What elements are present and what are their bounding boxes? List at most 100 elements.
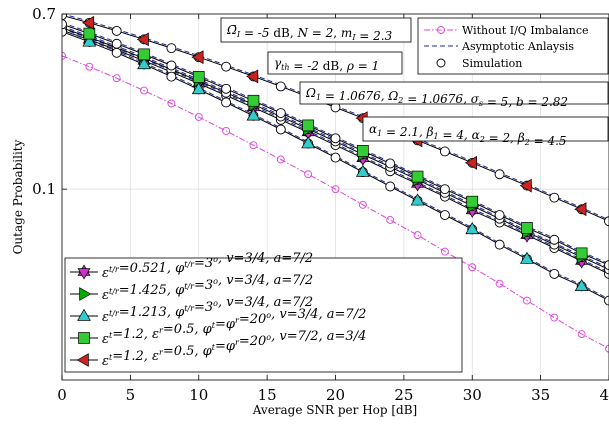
data-point	[78, 332, 90, 344]
triangle-up-marker	[355, 164, 370, 177]
asymptotic-line	[62, 29, 609, 300]
x-tick-label: 5	[126, 386, 136, 404]
simulation-marker	[604, 216, 609, 227]
superscript: r	[235, 316, 240, 325]
math-text: εt/r=1.213, φt/r=3o, v=3/4, a=7/2	[102, 295, 313, 325]
math-text: =3	[194, 300, 213, 315]
subscript: 1	[377, 129, 382, 138]
data-point	[77, 308, 91, 321]
data-point	[249, 141, 258, 150]
annotation-frame	[362, 116, 609, 142]
subscript: 1	[434, 132, 439, 141]
x-tick-label: 30	[463, 386, 482, 404]
circle-marker	[85, 62, 94, 71]
data-point	[83, 27, 96, 40]
square-marker	[78, 332, 90, 344]
circle-marker	[495, 279, 504, 288]
triangle-left-marker	[76, 353, 89, 367]
circle-marker	[358, 200, 367, 209]
math-text: = 2.3	[355, 29, 392, 43]
simulation-marker	[549, 234, 560, 245]
data-point	[112, 74, 121, 83]
circle-marker	[577, 330, 586, 338]
simulation-marker	[275, 81, 286, 92]
series-line	[62, 55, 609, 350]
simulation-marker	[111, 25, 122, 36]
legend-main-frame	[64, 257, 463, 373]
x-tick-label: 35	[531, 386, 550, 404]
math-text: εt/r=0.521, φt/r=3o, v=3/4, a=7/2	[102, 251, 313, 281]
superscript: t/r	[109, 287, 120, 296]
triangle-left-marker	[136, 32, 149, 47]
math-text: ε	[102, 288, 109, 303]
data-point	[358, 200, 367, 209]
legend-entry-simulation: Simulation	[436, 57, 522, 70]
simulation-marker	[494, 210, 505, 220]
data-point	[410, 193, 425, 206]
legend-top-right: Without I/Q Imbalance Asymptotic Anlaysis…	[417, 17, 609, 75]
math-text: Ω̄I = -5 dB, N = 2, mI = 2.3	[226, 23, 393, 43]
math-text: =0.521, φ	[119, 261, 185, 276]
data-point	[247, 94, 260, 107]
simulation-marker	[439, 210, 450, 220]
circle-marker	[112, 74, 121, 83]
math-text: =3	[194, 278, 213, 293]
legend-entry: εt/r=1.425, φt/r=3o, v=3/4, a=7/2	[70, 273, 313, 303]
triangle-up-marker	[246, 108, 261, 121]
triangle-up-marker	[82, 34, 97, 47]
simulation-marker	[330, 152, 341, 163]
math-text: εt=1.2, εr=0.5, φt=φr=20o, v=7/2, a=3/4	[102, 329, 366, 369]
data-point	[194, 113, 203, 121]
circle-marker	[437, 26, 445, 34]
superscript: t/r	[109, 309, 120, 318]
simulation-marker	[166, 60, 177, 71]
math-text: = 4, α	[439, 128, 480, 142]
math-text: = -5	[240, 26, 269, 40]
math-text: εt=1.2, εr=0.5, φt=φr=20o, v=3/4, a=7/2	[102, 307, 366, 347]
circle-marker	[140, 86, 149, 95]
math-text: =0.5, φ	[163, 344, 213, 359]
data-point	[167, 99, 176, 108]
subscript: I	[236, 30, 241, 39]
superscript: t/r	[184, 282, 195, 291]
data-point	[495, 279, 504, 288]
data-point	[357, 145, 369, 157]
superscript: o	[266, 333, 271, 342]
math-text: =20	[239, 312, 266, 327]
data-point	[77, 264, 91, 280]
math-text: ε	[102, 332, 109, 347]
data-point	[246, 108, 261, 121]
data-point	[82, 15, 95, 30]
data-point	[85, 62, 94, 71]
annotation-box: γth = -2 dB, ρ = 1	[267, 51, 403, 75]
x-tick-label: 15	[258, 386, 277, 404]
math-text: Ω1 = 1.0676, Ω2 = 1.0676, σs = 5, b = 2.…	[305, 86, 568, 109]
superscript: o	[213, 299, 218, 308]
triangle-up-marker	[520, 251, 534, 264]
y-tick-label: 0.7	[32, 5, 56, 23]
data-point	[82, 34, 97, 47]
simulation-marker	[330, 133, 341, 144]
triangle-up-marker	[191, 82, 206, 95]
math-text: ρ = 1	[346, 59, 379, 73]
data-point	[466, 195, 479, 208]
simulation-marker	[275, 124, 286, 135]
legend-entry-asymptotic: Asymptotic Anlaysis	[424, 40, 574, 53]
x-tick-label: 25	[394, 386, 413, 404]
annotation-frame	[299, 81, 609, 105]
circle-marker	[276, 155, 285, 164]
subscript: th	[281, 63, 289, 72]
circle-marker	[62, 51, 66, 60]
data-point	[355, 164, 370, 177]
data-point	[413, 231, 422, 240]
math-text: α1 = 2.1, β1 = 4, α2 = 2, β2 = 4.5	[369, 122, 567, 148]
x-tick-label: 10	[189, 386, 208, 404]
legend-label: Asymptotic Anlaysis	[461, 40, 574, 53]
math-text: = 1.0676, σ	[403, 92, 479, 106]
simulation-marker	[221, 97, 232, 108]
y-axis-label: Outage Probability	[11, 139, 25, 254]
math-text: m	[341, 26, 352, 40]
square-marker	[83, 27, 96, 40]
plain-text: dB,	[319, 59, 347, 73]
